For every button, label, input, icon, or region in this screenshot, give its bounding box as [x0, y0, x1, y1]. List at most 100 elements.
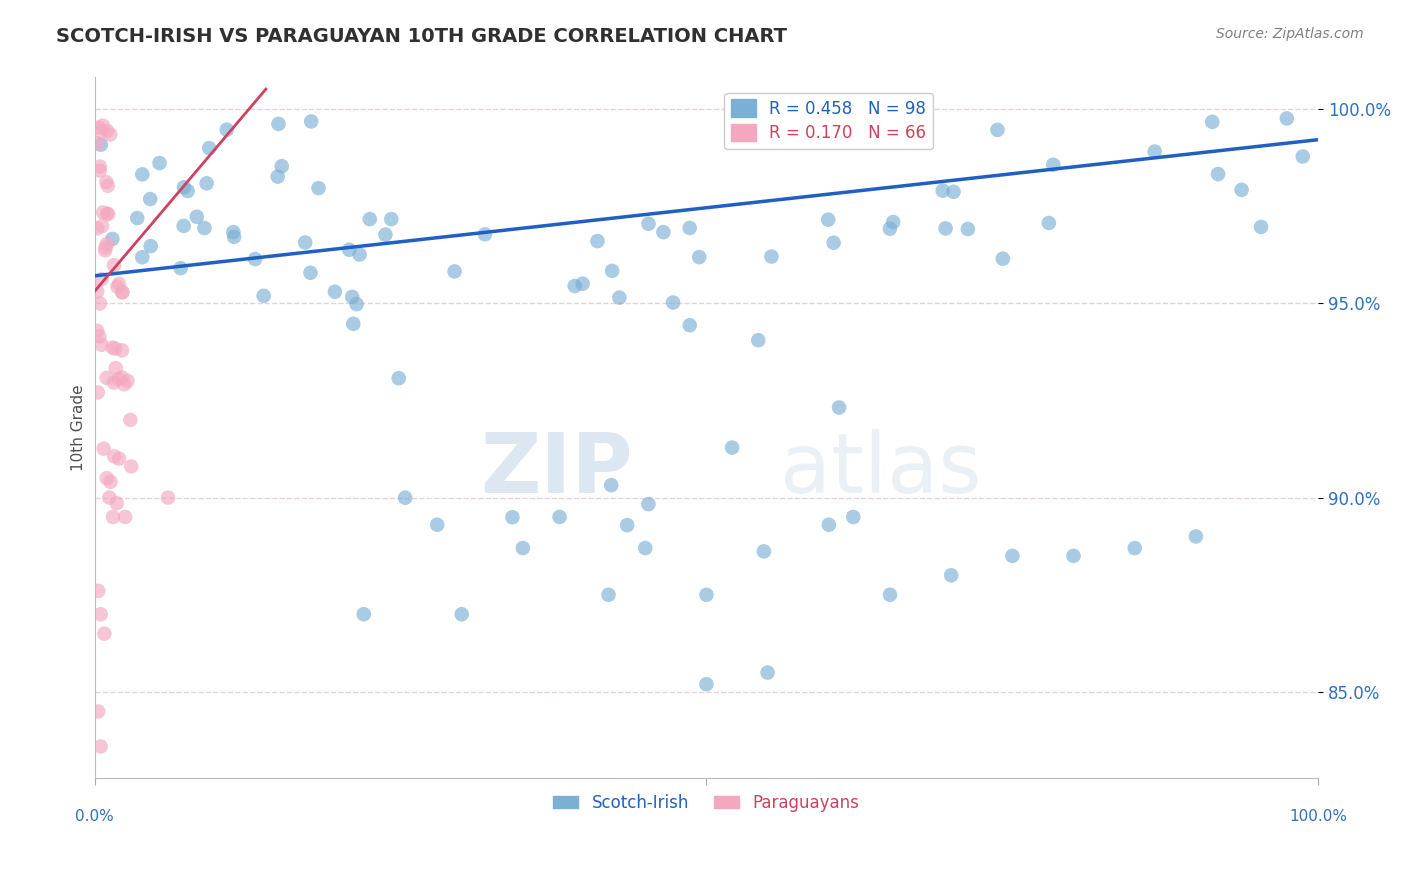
Point: [450, 607, 472, 622]
Point: [90, 337, 112, 351]
Point: [1143, 145, 1166, 159]
Point: [87, 705, 110, 719]
Point: [842, 510, 865, 524]
Point: [586, 234, 609, 248]
Point: [193, 221, 215, 235]
Point: [89, 163, 111, 178]
Point: [173, 219, 195, 233]
Point: [89, 160, 111, 174]
Point: [267, 117, 290, 131]
Text: 0.0%: 0.0%: [75, 809, 114, 824]
Point: [308, 181, 330, 195]
Point: [564, 279, 586, 293]
Point: [101, 510, 124, 524]
Point: [426, 517, 449, 532]
Point: [828, 401, 851, 415]
Point: [93, 442, 115, 456]
Point: [346, 297, 368, 311]
Point: [1001, 549, 1024, 563]
Point: [156, 491, 179, 505]
Point: [879, 221, 901, 235]
Point: [443, 264, 465, 278]
Point: [935, 221, 957, 235]
Point: [634, 541, 657, 555]
Point: [127, 211, 149, 225]
Point: [86, 324, 108, 338]
Point: [103, 450, 125, 464]
Point: [721, 441, 744, 455]
Point: [548, 510, 571, 524]
Point: [198, 141, 221, 155]
Point: [956, 222, 979, 236]
Point: [941, 568, 963, 582]
Point: [761, 250, 783, 264]
Point: [1185, 529, 1208, 543]
Point: [299, 114, 322, 128]
Point: [195, 177, 218, 191]
Point: [342, 290, 364, 304]
Point: [1038, 216, 1060, 230]
Point: [474, 227, 496, 242]
Text: SCOTCH-IRISH VS PARAGUAYAN 10TH GRADE CORRELATION CHART: SCOTCH-IRISH VS PARAGUAYAN 10TH GRADE CO…: [56, 27, 787, 45]
Point: [501, 510, 523, 524]
Point: [90, 739, 112, 754]
Point: [652, 225, 675, 239]
Point: [91, 219, 114, 233]
Point: [173, 180, 195, 194]
Point: [1063, 549, 1085, 563]
Point: [267, 169, 290, 184]
Legend: Scotch-Irish, Paraguayans: Scotch-Irish, Paraguayans: [547, 787, 866, 818]
Point: [695, 588, 717, 602]
Point: [104, 361, 127, 376]
Point: [103, 376, 125, 390]
Point: [349, 247, 371, 261]
Point: [89, 296, 111, 310]
Point: [148, 156, 170, 170]
Point: [342, 317, 364, 331]
Text: ZIP: ZIP: [481, 429, 633, 510]
Point: [91, 119, 114, 133]
Point: [222, 229, 245, 244]
Point: [882, 215, 904, 229]
Point: [253, 289, 276, 303]
Point: [89, 329, 111, 343]
Point: [1201, 115, 1223, 129]
Point: [96, 175, 118, 189]
Point: [111, 285, 134, 299]
Point: [756, 665, 779, 680]
Point: [616, 518, 638, 533]
Text: Source: ZipAtlas.com: Source: ZipAtlas.com: [1216, 27, 1364, 41]
Point: [817, 212, 839, 227]
Point: [114, 510, 136, 524]
Point: [817, 517, 839, 532]
Point: [111, 343, 134, 358]
Point: [108, 451, 131, 466]
Point: [598, 588, 620, 602]
Point: [94, 240, 117, 254]
Point: [94, 244, 117, 258]
Point: [103, 258, 125, 272]
Point: [359, 212, 381, 227]
Point: [96, 371, 118, 385]
Point: [87, 385, 110, 400]
Point: [1123, 541, 1146, 555]
Point: [186, 210, 208, 224]
Point: [96, 207, 118, 221]
Point: [111, 370, 134, 384]
Point: [879, 588, 901, 602]
Point: [111, 285, 134, 300]
Point: [752, 544, 775, 558]
Point: [112, 377, 135, 392]
Point: [86, 221, 108, 235]
Point: [637, 497, 659, 511]
Point: [679, 318, 702, 333]
Point: [131, 250, 153, 264]
Point: [1230, 183, 1253, 197]
Point: [991, 252, 1014, 266]
Point: [91, 205, 114, 219]
Point: [86, 136, 108, 151]
Point: [512, 541, 534, 555]
Point: [96, 236, 118, 251]
Point: [571, 277, 593, 291]
Point: [600, 478, 623, 492]
